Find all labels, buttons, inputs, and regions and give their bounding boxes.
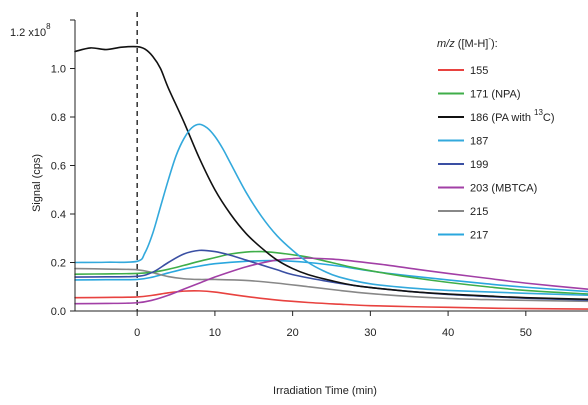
y-scale-label: 1.2 x108 [10,22,51,39]
legend-title: m/z ([M-H]-): [437,34,498,50]
x-tick-label: 0 [134,327,140,339]
x-tick-label: 30 [364,327,376,339]
legend-label-171: 171 (NPA) [470,89,521,101]
x-tick-label: 20 [287,327,299,339]
legend-title-superscript: - [488,34,491,43]
y-tick-label: 0.2 [51,258,66,270]
legend-label-215: 215 [470,206,488,218]
x-axis-title: Irradiation Time (min) [273,385,377,397]
legend-label-203: 203 (MBTCA) [470,183,537,195]
x-tick-label: 50 [520,327,532,339]
y-scale-label-exponent: 8 [46,22,51,31]
series-line-203 [74,257,588,305]
y-ticks: 0.0 0.2 0.4 0.6 0.8 1.0 [51,19,75,318]
legend-label-155: 155 [470,65,488,77]
y-scale-label-base: 1.2 x10 [10,27,46,39]
series-line-217 [74,259,588,293]
legend-title-close: ): [491,38,498,50]
legend-label-199: 199 [470,159,488,171]
series-line-187 [74,123,588,297]
x-ticks: 0 10 20 30 40 50 [134,311,532,339]
legend-title-text: ([M-H] [455,38,489,50]
y-tick-label: 0.4 [51,209,66,221]
y-tick-label: 0.8 [51,112,66,124]
legend-label-187: 187 [470,136,488,148]
legend-label-217: 217 [470,230,488,242]
legend-title-m: m [437,38,446,50]
legend-title-z: z [448,38,455,50]
legend: m/z ([M-H]-): 155 171 (NPA) 186 (PA with 1… [437,34,555,242]
x-tick-label: 40 [442,327,454,339]
x-tick-label: 10 [209,327,221,339]
y-tick-label: 0.6 [51,161,66,173]
series-line-155 [74,289,588,310]
series-line-186 [74,45,588,301]
y-axis-title: Signal (cps) [31,154,43,212]
series-line-171 [74,250,588,295]
legend-items: 155 171 (NPA) 186 (PA with 13C) 187 199 203 (… [438,65,555,242]
y-tick-label: 1.0 [51,64,66,76]
legend-label-186: 186 (PA with 13C) [470,108,555,124]
y-tick-label: 0.0 [51,306,66,318]
legend-title-slash: / [445,38,450,50]
plot-area [74,12,588,311]
